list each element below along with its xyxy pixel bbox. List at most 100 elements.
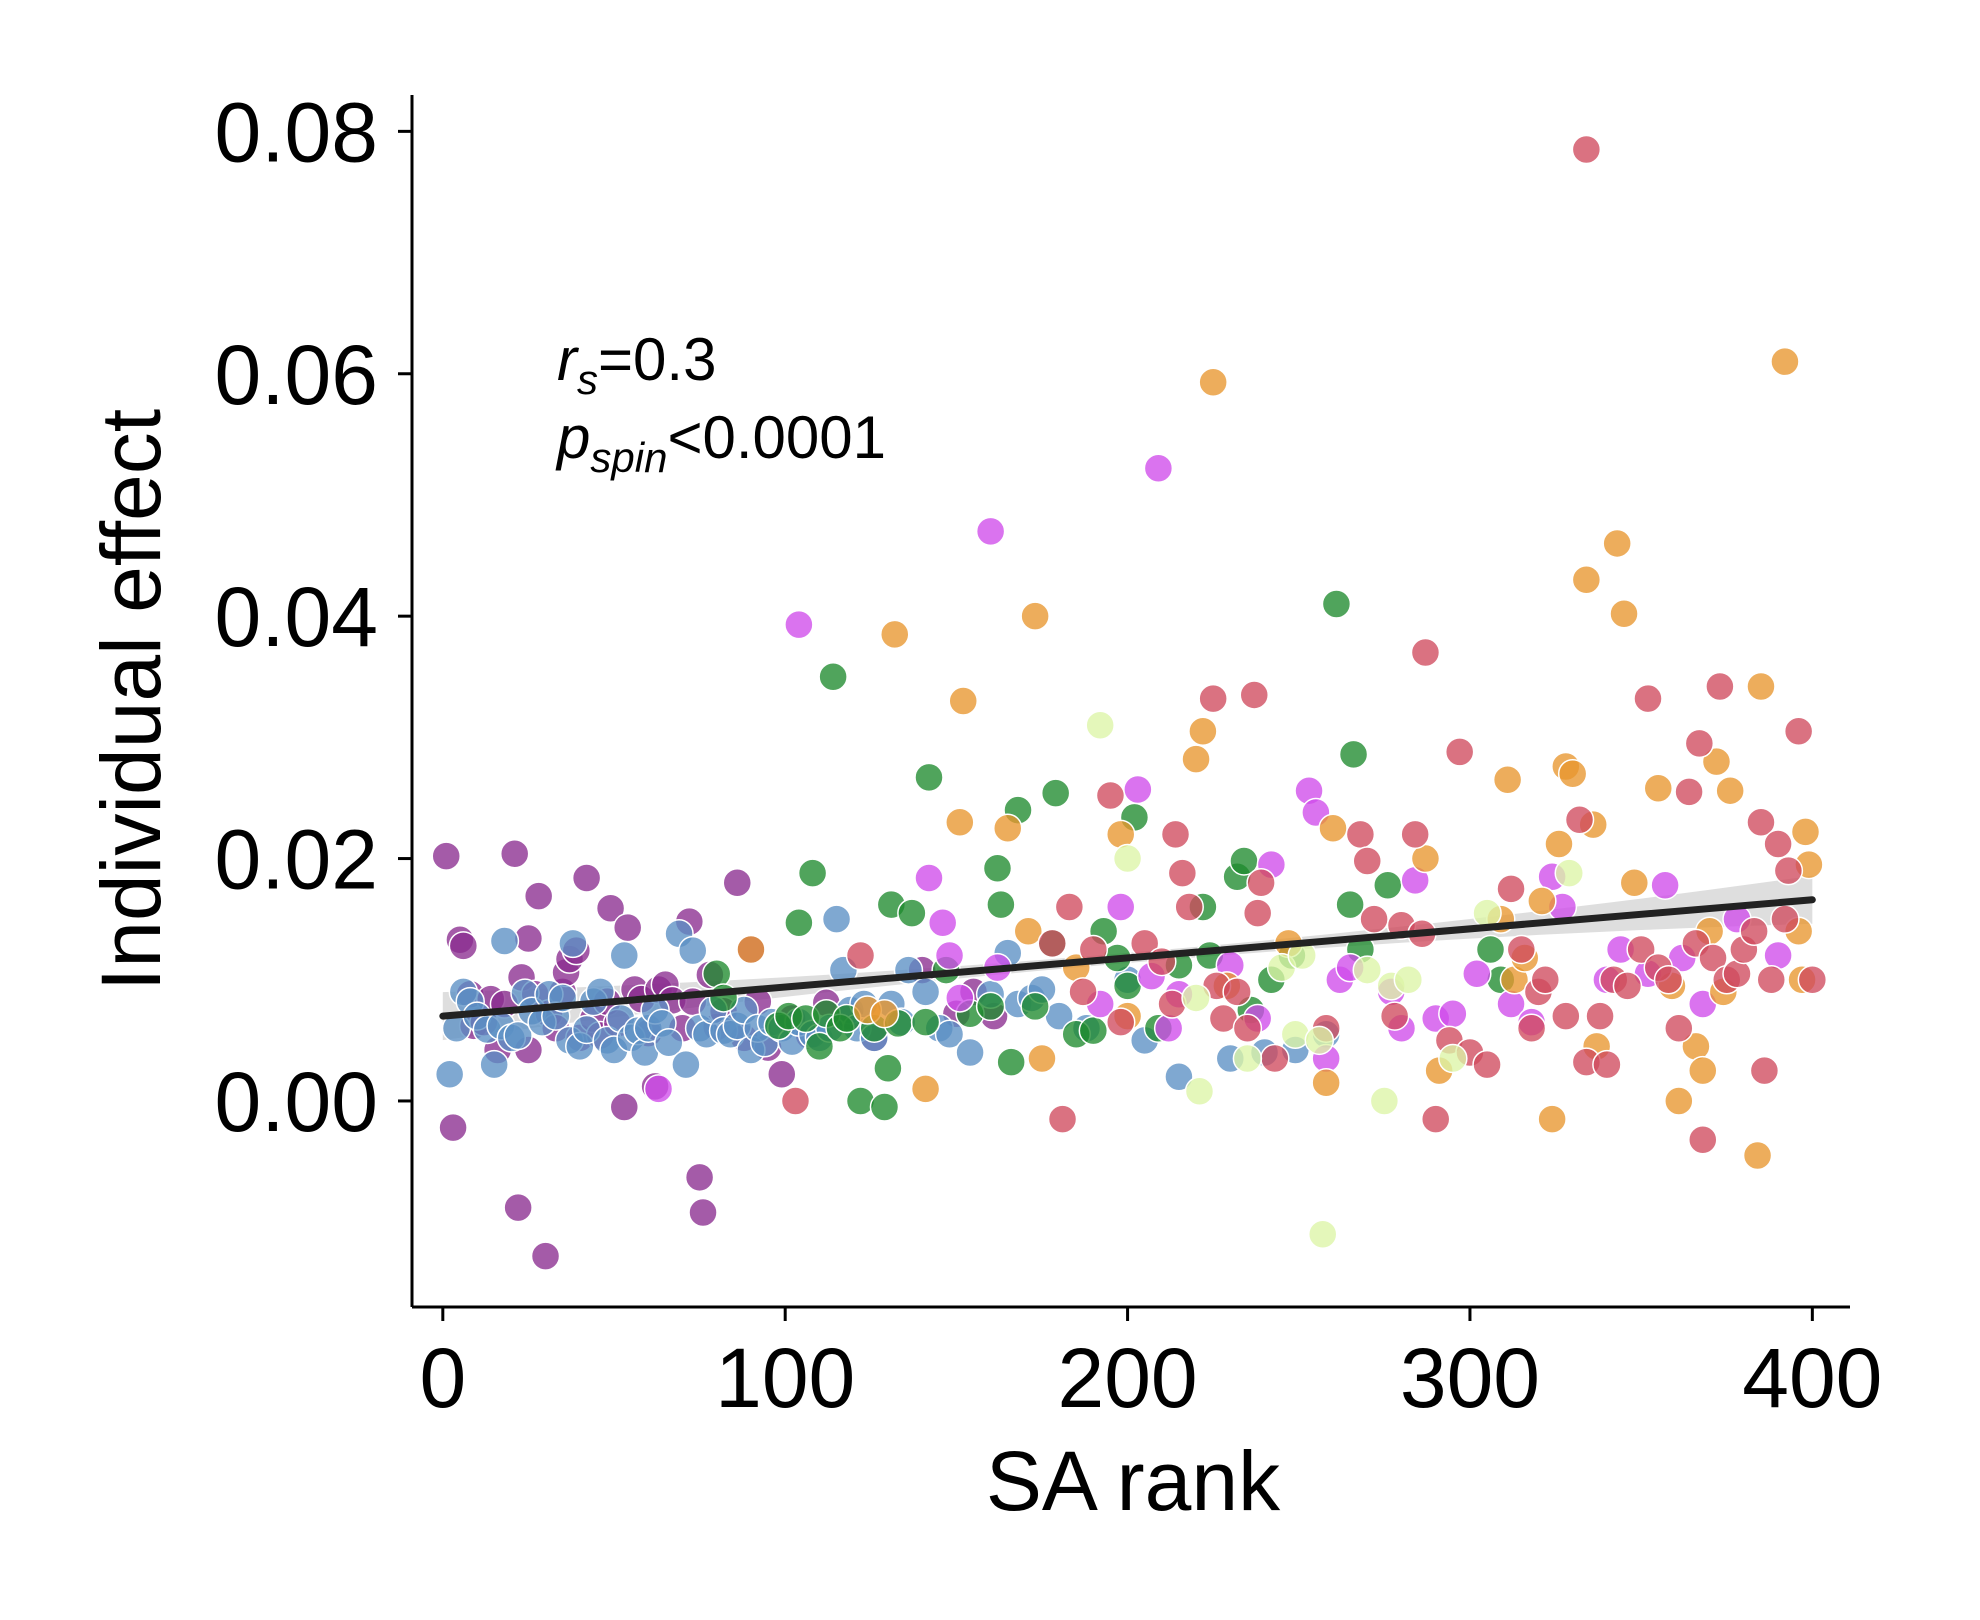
spearman-annotation: rs=0.3 <box>557 326 716 403</box>
data-point-red <box>1783 716 1814 747</box>
data-point-lime <box>1554 858 1584 888</box>
data-point-orange <box>1571 565 1602 595</box>
data-point-red <box>1705 671 1735 702</box>
data-point-orange <box>1318 813 1348 844</box>
data-point-red <box>1612 971 1643 1001</box>
data-point-red <box>1698 943 1728 973</box>
data-point-magenta <box>1438 998 1468 1029</box>
data-point-orange <box>1492 765 1523 795</box>
data-point-lime <box>1184 1076 1215 1107</box>
data-point-green <box>914 762 944 793</box>
data-point-green <box>1321 589 1352 619</box>
x-ticks: 0 100 200 300 400 <box>419 1307 1882 1425</box>
data-point-orange <box>1181 744 1211 774</box>
data-point-blue <box>934 1019 965 1050</box>
data-point-lime <box>1307 1219 1338 1250</box>
data-point-red <box>1359 904 1389 934</box>
data-point-red <box>1037 928 1068 959</box>
data-point-purple <box>688 1197 718 1228</box>
data-point-green <box>818 662 848 692</box>
data-point-red <box>1496 874 1526 904</box>
data-point-red <box>1653 965 1684 995</box>
y-axis-label: Individual effect <box>84 409 178 991</box>
data-point-green <box>982 853 1013 884</box>
data-point-blue <box>503 1020 533 1051</box>
y-tick-label: 0.02 <box>215 813 379 907</box>
data-point-orange <box>869 998 900 1029</box>
data-point-green <box>1338 739 1369 770</box>
data-point-purple <box>612 912 643 943</box>
data-point-magenta <box>1462 958 1492 989</box>
data-point-blue <box>654 1028 684 1058</box>
data-point-red <box>1198 683 1228 714</box>
x-axis-label: SA rank <box>986 1434 1281 1528</box>
data-point-red <box>845 940 876 971</box>
data-point-orange <box>1188 716 1218 747</box>
data-point-red <box>1352 846 1382 876</box>
data-point-orange <box>1527 886 1557 916</box>
data-point-red <box>1105 1007 1136 1037</box>
data-point-green <box>897 898 927 928</box>
data-point-purple <box>530 1241 561 1271</box>
data-point-red <box>1763 829 1793 859</box>
data-point-lime <box>1472 898 1502 928</box>
data-point-red <box>1472 1049 1502 1080</box>
data-point-red <box>1551 1001 1581 1031</box>
data-point-red <box>1564 805 1595 835</box>
data-point-magenta <box>945 983 975 1013</box>
data-point-red <box>1797 965 1828 995</box>
data-point-lime <box>1112 843 1143 874</box>
data-point-purple <box>431 841 461 871</box>
p-subscript: spin <box>590 434 667 481</box>
y-ticks: 0.00 0.02 0.04 0.06 0.08 <box>215 85 412 1149</box>
data-point-red <box>1516 1013 1547 1043</box>
data-point-magenta <box>1143 453 1174 484</box>
data-point-orange <box>1537 1104 1567 1134</box>
regression-line <box>439 896 1816 1020</box>
data-point-red <box>1626 934 1656 965</box>
data-point-blue <box>955 1037 985 1068</box>
data-point-orange <box>1020 601 1050 631</box>
data-point-magenta <box>1105 892 1136 922</box>
data-point-red <box>1160 819 1191 850</box>
data-point-green <box>1373 870 1403 900</box>
data-point-lime <box>1304 1025 1335 1056</box>
axes: 0 100 200 300 400 0.00 0.02 0.04 0.06 0.08 <box>215 85 1883 1425</box>
data-point-red <box>1242 898 1273 928</box>
data-point-red <box>1167 858 1198 888</box>
data-point-orange <box>1742 1140 1773 1171</box>
data-point-red <box>1633 683 1663 714</box>
x-tick-label: 300 <box>1400 1331 1540 1425</box>
data-point-blue <box>479 1049 509 1080</box>
data-point-red <box>1506 934 1537 965</box>
data-point-blue <box>1164 1061 1194 1092</box>
data-point-red <box>1770 904 1800 934</box>
data-point-red <box>1444 737 1475 767</box>
data-point-orange <box>1688 1055 1718 1086</box>
data-point-red <box>1749 1055 1780 1086</box>
data-point-blue <box>558 928 588 959</box>
r-value: =0.3 <box>598 326 716 393</box>
data-point-red <box>1756 965 1787 995</box>
data-point-orange <box>1790 817 1821 847</box>
data-point-magenta <box>1650 870 1680 900</box>
data-point-magenta <box>914 863 944 893</box>
data-point-blue <box>434 1059 465 1090</box>
data-point-blue <box>609 940 640 971</box>
data-point-red <box>1222 977 1252 1007</box>
stats-annotation: rs=0.3 pspin<0.0001 <box>555 326 886 481</box>
data-point-green <box>975 991 1006 1022</box>
data-point-lime <box>1438 1043 1468 1074</box>
data-point-orange <box>1701 746 1732 777</box>
data-point-green <box>1020 991 1050 1022</box>
data-point-orange <box>736 934 766 965</box>
data-point-magenta <box>1153 1013 1184 1043</box>
data-point-red <box>1585 1001 1615 1031</box>
data-point-orange <box>948 686 978 716</box>
data-point-red <box>1571 134 1602 165</box>
data-point-blue <box>678 935 708 966</box>
data-point-orange <box>880 619 910 650</box>
data-point-lime <box>1352 955 1382 985</box>
data-point-green <box>869 1092 900 1122</box>
